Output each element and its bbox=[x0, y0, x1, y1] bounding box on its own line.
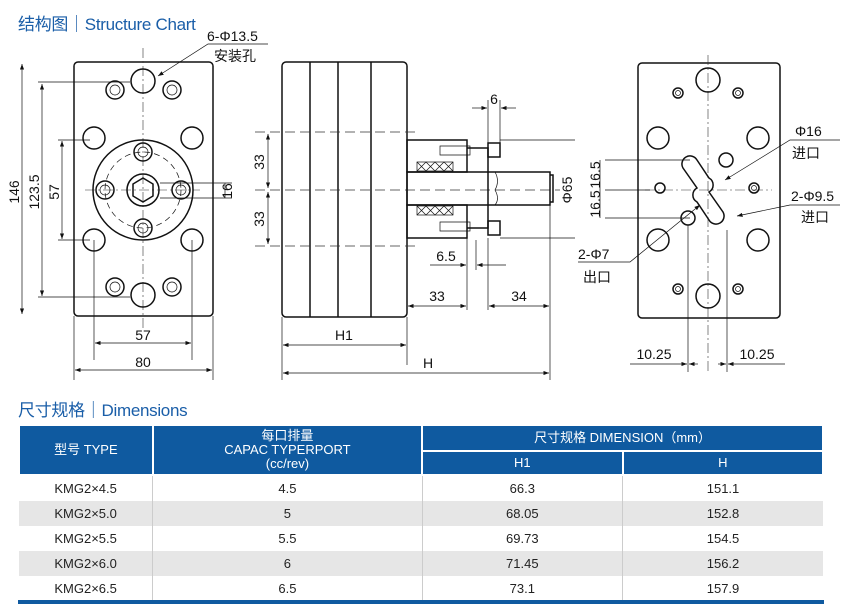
dim-33-flange: 33 bbox=[429, 288, 445, 304]
cell-h: 156.2 bbox=[622, 551, 823, 576]
dim-phi65: Φ65 bbox=[559, 176, 575, 203]
cell-type: KMG2×5.5 bbox=[54, 531, 117, 546]
table-row: KMG2×4.5 4.5 66.3 151.1 bbox=[19, 475, 823, 501]
dim-16-5-upper: 16.5 bbox=[587, 161, 603, 188]
cell-h: 157.9 bbox=[622, 576, 823, 601]
inlet-secondary-label: 2-Φ9.5 bbox=[791, 188, 834, 204]
structure-chart-title: 结构图｜Structure Chart bbox=[18, 15, 196, 34]
table-bottom-bar bbox=[18, 600, 824, 604]
inlet-secondary-note: 进口 bbox=[801, 209, 829, 225]
cell-h1: 66.3 bbox=[421, 475, 623, 501]
dim-33-upper: 33 bbox=[251, 154, 267, 170]
back-view: 16.5 16.5 Φ16 进口 2-Φ9.5 进口 2-Φ7 出口 10.25… bbox=[578, 55, 840, 372]
header-capacity-unit: (cc/rev) bbox=[265, 456, 310, 471]
side-view: 33 33 6 Φ65 6.5 33 34 H1 H bbox=[251, 61, 575, 380]
dim-123-5: 123.5 bbox=[26, 174, 42, 209]
header-h: H bbox=[621, 450, 825, 476]
cell-capacity: 4.5 bbox=[152, 475, 423, 501]
cell-type: KMG2×4.5 bbox=[54, 481, 117, 496]
bolt-holes bbox=[95, 80, 191, 297]
header-capacity: 每口排量 CAPAC TYPERPORT (cc/rev) bbox=[151, 424, 424, 476]
inlet-main-note: 进口 bbox=[792, 145, 820, 161]
cell-type: KMG2×6.5 bbox=[54, 581, 117, 596]
cell-capacity: 5 bbox=[152, 501, 423, 526]
table-row: KMG2×6.0 6 71.45 156.2 bbox=[19, 551, 823, 576]
header-dimension: 尺寸规格 DIMENSION（mm） bbox=[421, 424, 824, 452]
dim-57-horizontal: 57 bbox=[135, 327, 151, 343]
cell-h1: 68.05 bbox=[421, 501, 623, 526]
dim-6: 6 bbox=[490, 91, 498, 107]
small-holes bbox=[654, 87, 760, 295]
dim-10-25-right: 10.25 bbox=[739, 346, 774, 362]
table-row: KMG2×5.5 5.5 69.73 154.5 bbox=[19, 526, 823, 551]
header-h1: H1 bbox=[421, 450, 624, 476]
dim-10-25-left: 10.25 bbox=[636, 346, 671, 362]
dim-33-lower: 33 bbox=[251, 211, 267, 227]
cell-h1: 69.73 bbox=[421, 526, 623, 551]
table-row: KMG2×5.0 5 68.05 152.8 bbox=[19, 501, 823, 526]
cell-h: 154.5 bbox=[622, 526, 823, 551]
cell-capacity: 6.5 bbox=[152, 576, 423, 601]
table-row: KMG2×6.5 6.5 73.1 157.9 bbox=[19, 576, 823, 601]
dim-16: 16 bbox=[219, 183, 235, 199]
dimensions-table: 型号 TYPE 每口排量 CAPAC TYPERPORT (cc/rev) 尺寸… bbox=[18, 424, 825, 601]
cell-h1: 71.45 bbox=[421, 551, 623, 576]
dim-16-5-lower: 16.5 bbox=[587, 190, 603, 217]
header-type: 型号 TYPE bbox=[18, 424, 154, 476]
inlet-slot bbox=[681, 155, 725, 225]
dim-57-vertical: 57 bbox=[46, 184, 62, 200]
dimensions-title: 尺寸规格｜Dimensions bbox=[18, 401, 188, 420]
header-capacity-cn: 每口排量 bbox=[261, 428, 314, 443]
cell-type: KMG2×6.0 bbox=[19, 551, 153, 576]
dim-h1: H1 bbox=[335, 327, 353, 343]
hex-shaft-icon bbox=[132, 177, 154, 203]
outlet-note: 出口 bbox=[583, 269, 611, 285]
structure-drawing: 6-Φ13.5 安装孔 146 123.5 57 16 57 80 33 33 bbox=[6, 28, 840, 380]
dim-80: 80 bbox=[135, 354, 151, 370]
mount-holes-note: 安装孔 bbox=[214, 48, 256, 64]
outlet-label: 2-Φ7 bbox=[578, 246, 610, 262]
cell-capacity: 5.5 bbox=[152, 526, 423, 551]
packing-seals bbox=[416, 161, 454, 216]
mount-holes-label: 6-Φ13.5 bbox=[207, 28, 258, 44]
cell-capacity: 6 bbox=[152, 551, 423, 576]
cell-h1: 73.1 bbox=[421, 576, 623, 601]
dim-34: 34 bbox=[511, 288, 527, 304]
cell-h: 151.1 bbox=[622, 475, 823, 501]
dim-h: H bbox=[423, 355, 433, 371]
dim-146: 146 bbox=[6, 180, 22, 204]
inlet-main-label: Φ16 bbox=[795, 123, 822, 139]
cell-h: 152.8 bbox=[622, 501, 823, 526]
front-view: 6-Φ13.5 安装孔 146 123.5 57 16 57 80 bbox=[6, 28, 268, 380]
cell-type: KMG2×5.0 bbox=[19, 501, 153, 526]
header-capacity-en: CAPAC TYPERPORT bbox=[224, 442, 351, 457]
dim-6-5: 6.5 bbox=[436, 248, 456, 264]
